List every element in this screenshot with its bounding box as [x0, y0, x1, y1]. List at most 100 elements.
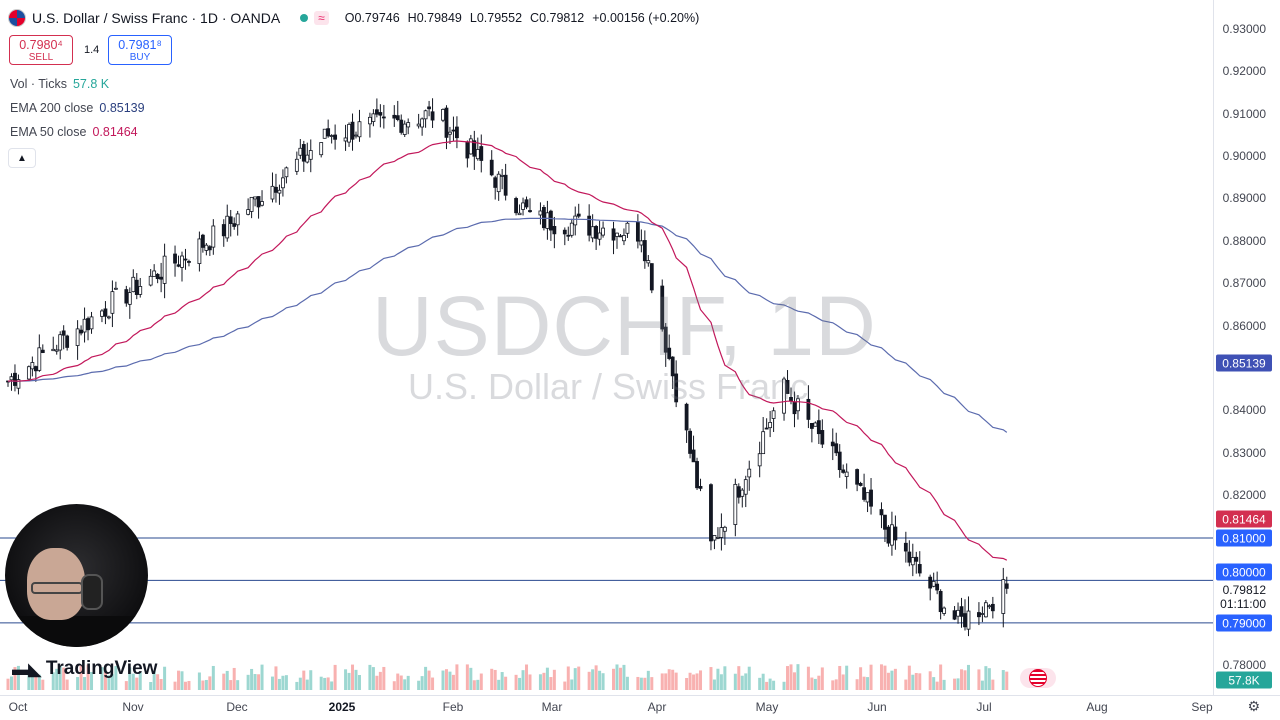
- price-axis[interactable]: 0.93000 0.92000 0.91000 0.90000 0.89000 …: [1214, 0, 1280, 695]
- indicator-ema50[interactable]: EMA 50 close 0.81464: [10, 125, 138, 139]
- candle-body: [420, 118, 425, 128]
- indicator-ema200[interactable]: EMA 200 close 0.85139: [10, 101, 145, 115]
- candle-body: [538, 210, 543, 216]
- candle-body: [524, 199, 529, 208]
- volume-bar: [305, 679, 309, 690]
- volume-bar: [330, 681, 334, 690]
- indicator-volume[interactable]: Vol · Ticks 57.8 K: [10, 77, 110, 91]
- volume-bar: [928, 671, 932, 690]
- candle-body: [865, 492, 870, 503]
- candle-body: [597, 232, 602, 240]
- candle-body: [517, 212, 522, 216]
- sell-button[interactable]: 0.7980⁴ SELL: [9, 35, 73, 65]
- price-chart[interactable]: [0, 0, 1214, 695]
- volume-bar: [601, 673, 605, 690]
- volume-bar: [333, 664, 337, 690]
- settings-gear-icon[interactable]: ⚙: [1247, 698, 1260, 714]
- volume-bar: [538, 674, 542, 690]
- volume-bar: [820, 667, 824, 690]
- volume-bar: [737, 666, 741, 690]
- volume-bar: [639, 677, 643, 690]
- volume-bar: [960, 669, 964, 690]
- volume-bar: [914, 672, 918, 690]
- candle-body: [834, 443, 839, 454]
- candle-body: [232, 223, 237, 227]
- volume-bar: [660, 673, 664, 690]
- candle-body: [660, 285, 665, 330]
- candle-body: [322, 128, 327, 139]
- volume-bar: [236, 680, 240, 690]
- candle-body: [764, 427, 769, 430]
- volume-bar: [893, 668, 897, 690]
- candle-body: [587, 215, 592, 236]
- symbol-title[interactable]: U.S. Dollar / Swiss Franc · 1D · OANDA: [32, 10, 281, 26]
- candle-body: [942, 607, 947, 614]
- candle-body: [611, 228, 616, 241]
- volume-bar: [841, 674, 845, 690]
- buy-button[interactable]: 0.7981⁸ BUY: [108, 35, 172, 65]
- candle-body: [37, 347, 42, 371]
- volume-bar: [177, 670, 181, 690]
- volume-bar: [378, 671, 382, 690]
- volume-bar: [646, 670, 650, 690]
- volume-bar: [284, 675, 288, 690]
- candle-body: [444, 107, 449, 138]
- volume-bar: [838, 665, 842, 690]
- volume-bar: [309, 670, 313, 690]
- candle-body: [221, 224, 226, 237]
- presenter-face: [27, 548, 85, 620]
- volume-bar: [465, 664, 469, 690]
- volume-bar: [469, 667, 473, 690]
- candle-body: [40, 349, 45, 353]
- volume-bar: [500, 672, 504, 690]
- volume-bar: [813, 678, 817, 690]
- candle-body: [392, 114, 397, 119]
- candle-body: [590, 226, 595, 239]
- volume-bar: [977, 669, 981, 690]
- collapse-indicators-button[interactable]: ▲: [8, 148, 36, 168]
- volume-bar: [222, 673, 226, 690]
- volume-bar: [250, 668, 254, 690]
- candle-body: [601, 227, 605, 236]
- volume-bar: [76, 677, 80, 690]
- volume-bar: [232, 667, 236, 690]
- volume-bar: [692, 674, 696, 690]
- volume-bar: [932, 677, 936, 690]
- candle-body: [162, 255, 167, 284]
- candle-body: [270, 185, 275, 200]
- volume-bar: [451, 674, 455, 690]
- volume-bar: [149, 681, 153, 690]
- volume-bar: [90, 671, 94, 690]
- volume-bar: [65, 679, 69, 690]
- candle-body: [131, 276, 136, 293]
- volume-bar: [34, 673, 38, 690]
- volume-bar: [396, 673, 400, 690]
- candle-body: [58, 334, 63, 351]
- candle-body: [642, 240, 647, 262]
- volume-bar: [855, 679, 859, 690]
- candle-body: [733, 483, 738, 525]
- candle-body: [173, 253, 177, 264]
- volume-bar: [712, 679, 716, 690]
- webcam-overlay: [5, 504, 148, 647]
- volume-bar: [270, 676, 274, 690]
- time-axis[interactable]: Oct Nov Dec 2025 Feb Mar Apr May Jun Jul…: [0, 695, 1280, 720]
- volume-bar: [131, 673, 135, 690]
- candle-body: [935, 583, 940, 591]
- data-wave-icon[interactable]: ≈: [314, 11, 329, 25]
- us-flag-event-icon[interactable]: [1020, 668, 1056, 688]
- candle-body: [228, 216, 233, 225]
- volume-bar: [984, 666, 988, 690]
- candle-body: [768, 422, 773, 429]
- volume-bar: [772, 680, 776, 690]
- volume-bar: [295, 681, 299, 690]
- tradingview-logo[interactable]: ▬◣ TradingView: [12, 658, 158, 679]
- volume-bar: [740, 675, 744, 690]
- volume-bar: [406, 675, 410, 690]
- candle-body: [451, 129, 456, 132]
- volume-bar: [904, 679, 908, 690]
- market-open-icon: [300, 14, 309, 22]
- volume-bar: [420, 676, 424, 690]
- candle-body: [197, 238, 202, 264]
- candle-body: [844, 471, 849, 477]
